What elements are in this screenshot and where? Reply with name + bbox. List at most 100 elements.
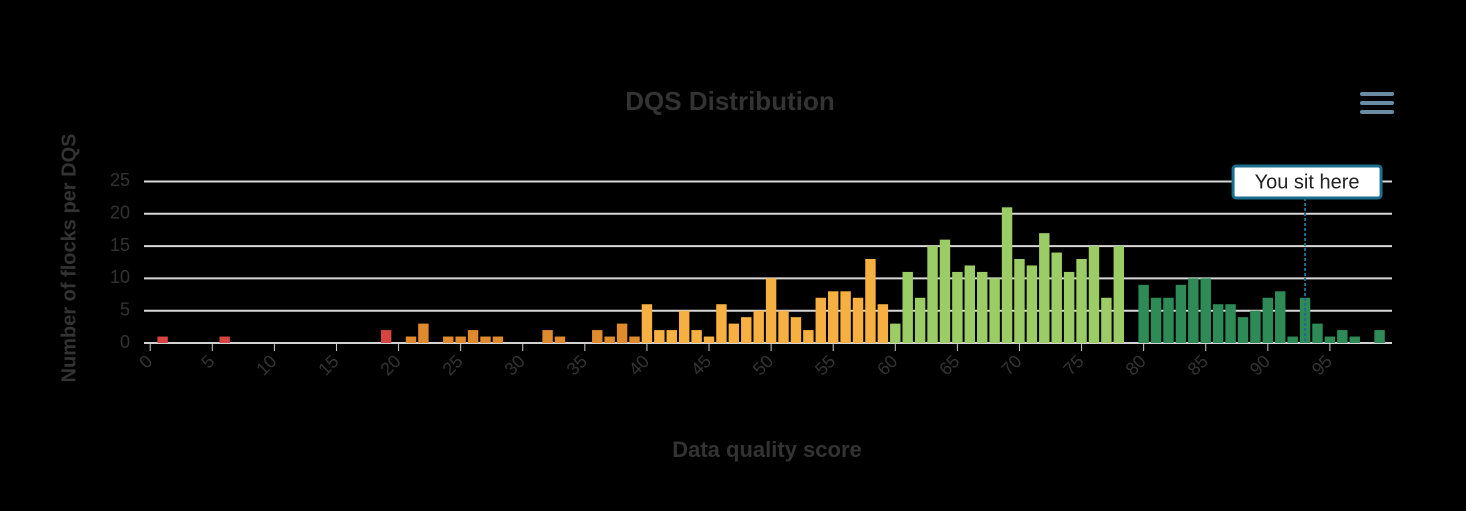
bar xyxy=(1113,246,1125,343)
x-axis-title: Data quality score xyxy=(672,437,862,462)
bar xyxy=(1287,336,1298,343)
bar xyxy=(964,265,976,343)
bar xyxy=(1138,284,1149,343)
x-tick-label: 0 xyxy=(135,351,156,372)
bar xyxy=(380,330,392,343)
bar xyxy=(877,304,889,343)
bar xyxy=(678,310,690,343)
bar xyxy=(1212,304,1224,343)
x-tick-label: 75 xyxy=(1059,351,1087,379)
menu-line[interactable] xyxy=(1360,101,1394,105)
bar xyxy=(1324,336,1336,343)
bar xyxy=(1250,310,1261,343)
bar xyxy=(1163,297,1174,343)
bar xyxy=(641,304,653,343)
x-tick-label: 20 xyxy=(376,351,404,379)
bar xyxy=(691,330,702,343)
x-tick-label: 55 xyxy=(811,351,839,379)
chart-title: DQS Distribution xyxy=(625,86,834,116)
x-tick-label: 65 xyxy=(935,351,963,379)
bar xyxy=(840,291,851,343)
bar xyxy=(989,278,1000,343)
bar xyxy=(554,336,566,343)
bar xyxy=(952,271,963,343)
bar xyxy=(1349,336,1360,343)
x-tick-label: 60 xyxy=(873,351,901,379)
bar xyxy=(914,297,926,343)
x-tick-label: 70 xyxy=(997,351,1025,379)
bar xyxy=(1262,297,1274,343)
y-axis-title: Number of flocks per DQS xyxy=(58,134,80,383)
bar xyxy=(157,336,168,343)
bar xyxy=(827,291,839,343)
bar xyxy=(865,259,876,343)
bar xyxy=(1014,259,1025,343)
bar xyxy=(666,330,677,343)
x-tick-label: 35 xyxy=(563,351,591,379)
bar xyxy=(1026,265,1038,343)
bar xyxy=(480,336,491,343)
bar xyxy=(1101,297,1112,343)
bar xyxy=(927,246,938,343)
bar xyxy=(1088,246,1100,343)
x-tick-label: 15 xyxy=(314,351,342,379)
bar xyxy=(455,336,466,343)
annotation-box xyxy=(1231,164,1383,200)
bar xyxy=(1150,297,1162,343)
y-tick-label: 15 xyxy=(110,235,130,255)
bar xyxy=(219,336,230,343)
bar xyxy=(803,330,814,343)
bar xyxy=(778,310,789,343)
bar xyxy=(418,323,429,343)
bar xyxy=(1337,330,1348,343)
x-tick-label: 40 xyxy=(625,351,653,379)
bar xyxy=(1076,259,1087,343)
bar xyxy=(902,271,913,343)
bar xyxy=(1200,278,1211,343)
bar xyxy=(728,323,740,343)
bar xyxy=(443,336,454,343)
y-tick-label: 5 xyxy=(120,299,130,319)
bar xyxy=(703,336,715,343)
bar xyxy=(1374,330,1385,343)
bar xyxy=(753,310,764,343)
annotation-label: You sit here xyxy=(1255,171,1360,193)
bar xyxy=(1225,304,1236,343)
bar xyxy=(467,330,479,343)
menu-icon[interactable] xyxy=(1360,92,1394,114)
bar xyxy=(741,317,752,343)
x-tick-label: 80 xyxy=(1122,351,1150,379)
bar xyxy=(654,330,665,343)
x-tick-label: 5 xyxy=(197,351,218,372)
bar xyxy=(1275,291,1286,343)
bar xyxy=(765,278,777,343)
bar xyxy=(542,330,553,343)
bar xyxy=(815,297,826,343)
bar xyxy=(616,323,628,343)
bar xyxy=(716,304,727,343)
x-tick-label: 25 xyxy=(439,351,467,379)
x-tick-label: 85 xyxy=(1184,351,1212,379)
bar xyxy=(1063,271,1075,343)
bar xyxy=(1175,284,1187,343)
bar xyxy=(1039,233,1050,343)
bar xyxy=(604,336,615,343)
y-tick-label: 10 xyxy=(110,267,130,287)
x-tick-label: 30 xyxy=(501,351,529,379)
bar xyxy=(405,336,417,343)
x-tick-label: 90 xyxy=(1246,351,1274,379)
menu-line[interactable] xyxy=(1360,92,1394,96)
bar xyxy=(976,271,988,343)
x-tick-label: 45 xyxy=(687,351,715,379)
x-tick-label: 10 xyxy=(252,351,280,379)
x-tick-label: 95 xyxy=(1308,351,1336,379)
menu-line[interactable] xyxy=(1360,110,1394,114)
bar xyxy=(592,330,603,343)
bar xyxy=(790,317,802,343)
bar xyxy=(1051,252,1062,343)
bar xyxy=(1312,323,1323,343)
bar xyxy=(852,297,864,343)
y-tick-label: 25 xyxy=(110,170,130,190)
